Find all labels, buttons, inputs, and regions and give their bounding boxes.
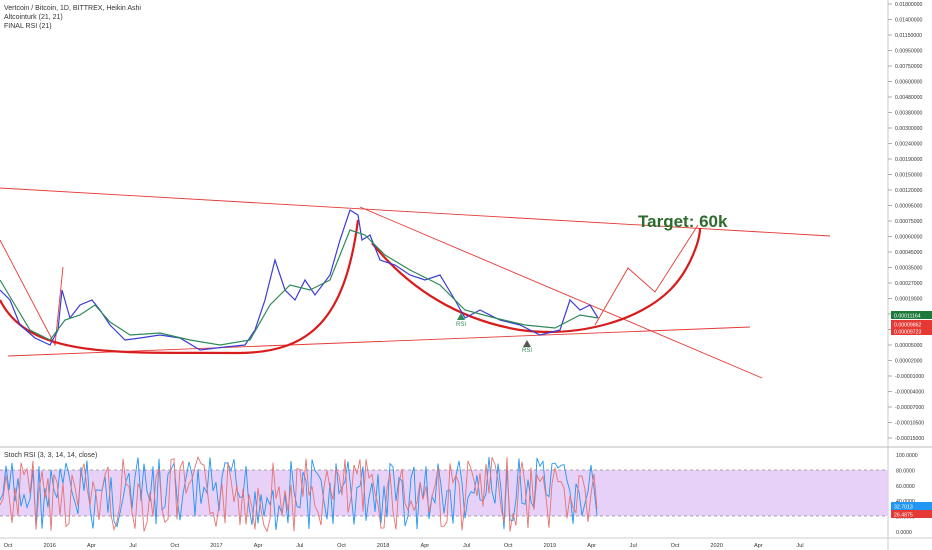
price-axis-label: 0.00060000: [895, 235, 923, 241]
rsi-value-tag: [891, 510, 932, 518]
indicator-altcointurk-label: Altcointurk (21, 21): [4, 14, 63, 21]
price-axis-label: -0.00007000: [895, 405, 924, 411]
price-axis-label: -0.00001000: [895, 374, 924, 380]
time-axis-label: Oct: [4, 543, 13, 549]
price-axis-label: 0.00002000: [895, 359, 923, 365]
rsi-marker-1-icon: [457, 313, 465, 320]
time-axis-label: Oct: [504, 543, 513, 549]
price-tag: [891, 311, 932, 319]
price-axis-label: 0.00005000: [895, 343, 923, 349]
price-tag: [891, 327, 932, 335]
price-axis-label: 0.00075000: [895, 219, 923, 225]
time-axis-label: Apr: [254, 543, 263, 549]
rsi-axis-label: 60.0000: [896, 484, 915, 490]
rsi-value-tag-label: 32.7013: [894, 505, 913, 511]
price-axis-label: 0.00480000: [895, 95, 923, 101]
price-axis-label: 0.00120000: [895, 188, 923, 194]
time-axis-label: Oct: [170, 543, 179, 549]
rsi-value-tag-label: 26.4875: [894, 513, 913, 519]
time-axis-label: 2020: [710, 543, 722, 549]
chart-title: Vertcoin / Bitcoin, 1D, BITTREX, Heikin …: [4, 5, 141, 12]
time-axis-label: 2019: [544, 543, 556, 549]
price-tag-label: 0.00009862: [894, 323, 922, 329]
price-tag: [891, 320, 932, 328]
rsi-marker-1-label: RSI: [456, 322, 466, 328]
price-axis-label: 0.00240000: [895, 142, 923, 148]
target-annotation[interactable]: Target: 60k: [638, 212, 728, 231]
price-axis-label: 0.00600000: [895, 80, 923, 86]
price-axis-label: 0.00095000: [895, 204, 923, 210]
price-axis-label: 0.00045000: [895, 250, 923, 256]
price-axis-label: 0.00950000: [895, 49, 923, 55]
price-axis-label: 0.01800000: [895, 2, 923, 8]
time-axis-label: Apr: [754, 543, 763, 549]
price-axis-label: 0.00150000: [895, 173, 923, 179]
resistance-trendline[interactable]: [0, 187, 831, 237]
rsi-axis-label: 100.0000: [896, 453, 918, 459]
time-axis-label: Jul: [796, 543, 803, 549]
price-axis-label: 0.00750000: [895, 64, 923, 70]
price-axis-label: 0.00190000: [895, 157, 923, 163]
price-tag-label: 0.00011164: [894, 314, 921, 320]
time-axis-label: 2016: [43, 543, 55, 549]
cup-arc-2[interactable]: [371, 227, 702, 333]
price-axis-label: 0.01150000: [895, 33, 922, 39]
moving-average-series: [0, 229, 599, 346]
cup-arc-1[interactable]: [0, 219, 360, 355]
rsi-axis-label: 80.0000: [896, 468, 915, 474]
price-axis-label: 0.00019000: [895, 297, 923, 303]
pattern-drawing-left[interactable]: [0, 239, 64, 347]
time-axis-label: Apr: [87, 543, 96, 549]
price-axis-label: 0.01400000: [895, 18, 923, 24]
rsi-value-tag: [891, 502, 932, 510]
price-axis-label: -0.00010500: [895, 421, 924, 427]
stoch-rsi-label: Stoch RSI (3, 3, 14, 14, close): [4, 452, 98, 459]
time-axis-label: Oct: [671, 543, 680, 549]
projection-path[interactable]: [594, 224, 699, 326]
time-axis-label: Jul: [296, 543, 303, 549]
price-axis-label: 0.00300000: [895, 126, 923, 132]
indicator-final-rsi-label: FINAL RSI (21): [4, 23, 52, 30]
price-axis-label: 0.00035000: [895, 266, 923, 272]
price-series: [0, 209, 599, 351]
time-axis-label: Oct: [337, 543, 346, 549]
price-axis-label: -0.00015000: [895, 436, 924, 442]
time-axis-label: Apr: [420, 543, 429, 549]
time-axis-label: Apr: [587, 543, 596, 549]
descending-trendline[interactable]: [359, 206, 763, 379]
time-axis-label: Jul: [463, 543, 470, 549]
stoch-rsi-k-line: [0, 456, 598, 531]
time-axis-label: Jul: [129, 543, 136, 549]
rsi-axis-label: 0.0000: [896, 530, 912, 536]
price-axis-label: -0.00004000: [895, 390, 924, 396]
price-axis-label: 0.00027000: [895, 281, 923, 287]
price-axis-label: 0.00380000: [895, 111, 923, 117]
rsi-marker-2-icon: [523, 340, 531, 347]
stoch-rsi-d-line: [0, 455, 598, 533]
time-axis-label: 2017: [210, 543, 222, 549]
rsi-marker-2-label: RSI: [522, 348, 532, 354]
price-tag-label: 0.00009723: [894, 330, 922, 336]
time-axis-label: Jul: [630, 543, 637, 549]
time-axis-label: 2018: [377, 543, 389, 549]
